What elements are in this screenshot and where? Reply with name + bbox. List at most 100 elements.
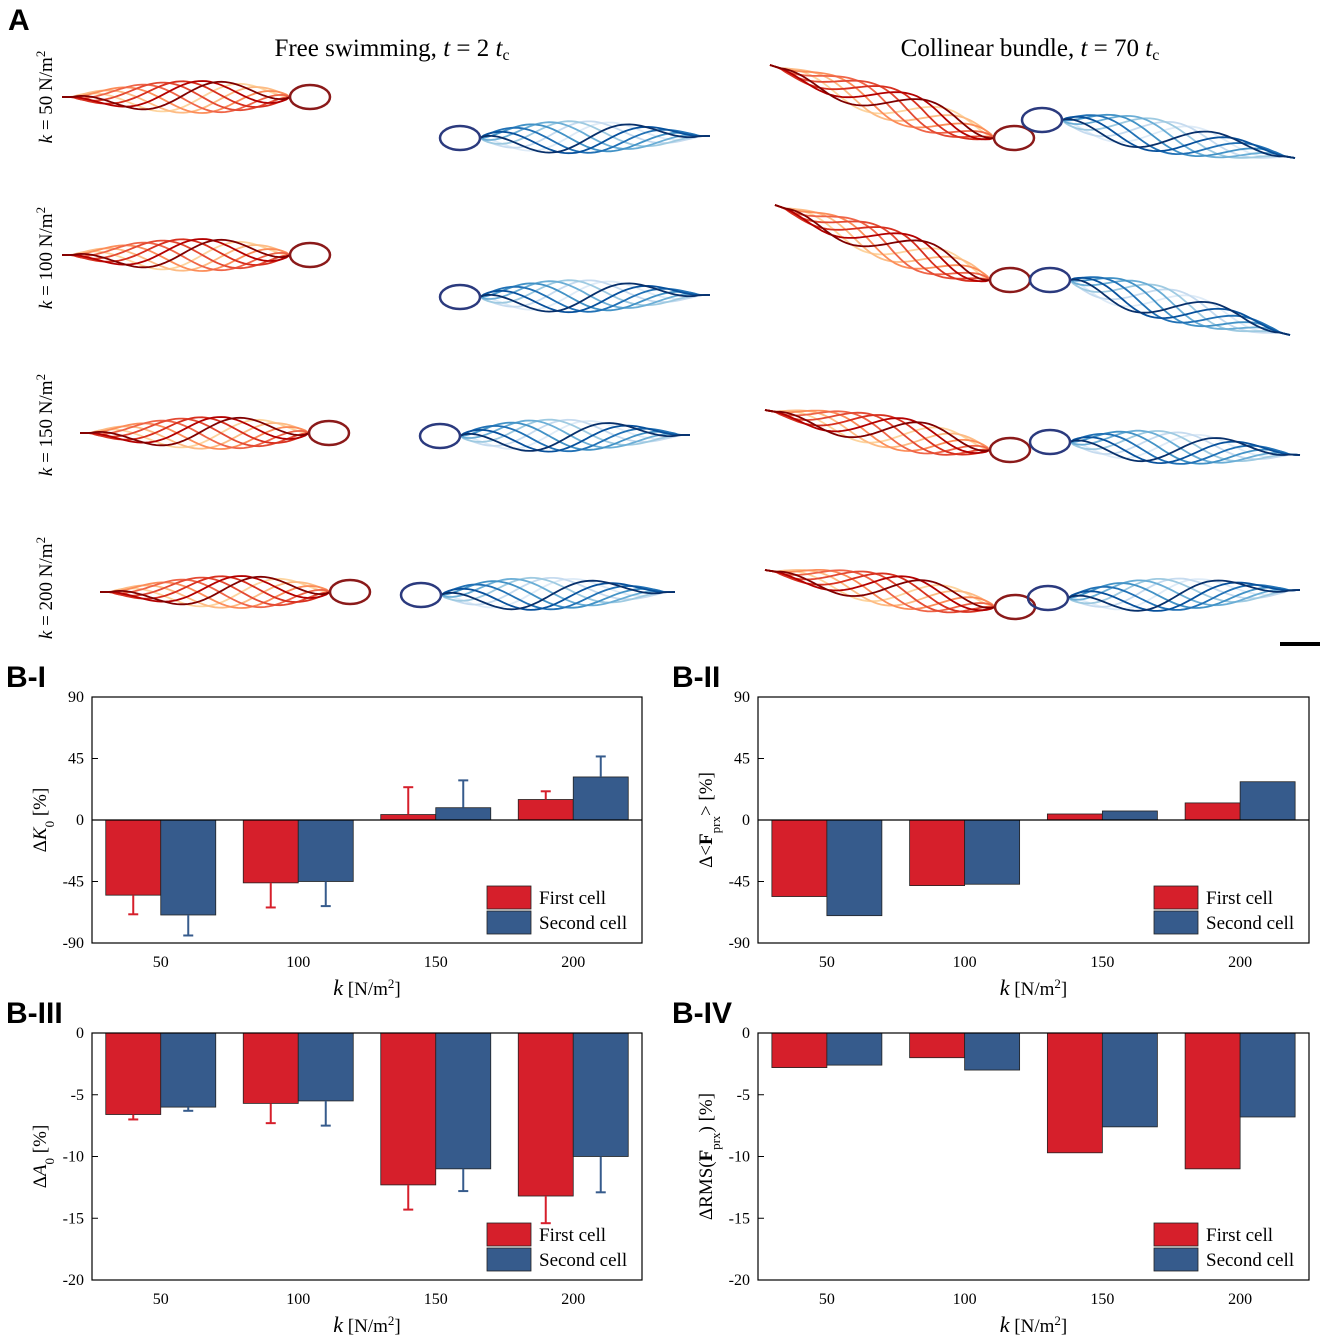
flagellum [1067, 581, 1301, 612]
y-tick-label: 0 [742, 1025, 750, 1042]
flagellum [62, 80, 291, 111]
x-tick-label: 50 [153, 1291, 169, 1308]
flagellum [440, 579, 676, 611]
flagellum [100, 577, 331, 608]
text: 2 [33, 207, 48, 214]
bar [1046, 813, 1103, 821]
cell-body [1028, 428, 1072, 456]
error-bar [265, 1103, 276, 1125]
bar [1046, 1032, 1103, 1154]
text: 2 [1054, 1313, 1061, 1328]
text: [N/m [343, 979, 388, 1000]
flagellum [62, 81, 291, 112]
x-tick-label: 200 [561, 1291, 585, 1308]
x-axis-label: k [N/m2] [333, 1312, 400, 1337]
legend-label: Second cell [1206, 1250, 1294, 1271]
x-tick-label: 100 [953, 954, 977, 971]
flagellum [479, 125, 710, 155]
text: t [1080, 35, 1088, 62]
error-bar [403, 786, 414, 815]
y-tick-label: 45 [734, 751, 750, 768]
column-title: Collinear bundle, t = 70 tc [901, 35, 1160, 64]
flagellum [479, 123, 710, 153]
cell-body [988, 266, 1032, 294]
error-bar [320, 881, 331, 908]
cell-body [988, 436, 1032, 464]
flagellum [80, 416, 310, 444]
bar [435, 807, 492, 821]
text: k [36, 467, 57, 476]
bar [1184, 802, 1241, 821]
text: ΔRMS( [696, 1161, 717, 1220]
y-tick-label: -45 [63, 874, 84, 891]
flagellum [764, 409, 991, 454]
flagellum [62, 82, 291, 113]
y-tick-label: 0 [76, 812, 84, 829]
flagellum [479, 120, 710, 148]
flagellum [479, 282, 710, 312]
y-tick-label: -20 [63, 1272, 84, 1289]
bar [771, 1032, 828, 1068]
legend-label: Second cell [539, 913, 627, 934]
flagellum [1069, 278, 1291, 336]
flagellum [1069, 430, 1301, 465]
flagellum [1069, 279, 1291, 336]
error-bar [595, 1156, 606, 1194]
legend-swatch [486, 885, 532, 910]
bar [242, 1032, 299, 1104]
flagellum [479, 280, 710, 311]
flagellum [769, 64, 995, 139]
y-tick-label: -15 [63, 1210, 84, 1227]
y-tick-label: 45 [68, 751, 84, 768]
x-tick-label: 150 [424, 954, 448, 971]
text: = 2 [450, 35, 495, 62]
panel-label: B-II [672, 661, 720, 694]
text: Δ [30, 1176, 51, 1188]
axes-frame [757, 696, 1310, 944]
y-tick-label: -15 [729, 1210, 750, 1227]
flagellum [80, 422, 310, 450]
cell-body [399, 581, 443, 609]
x-tick-label: 100 [953, 1291, 977, 1308]
panel-label: A [8, 4, 30, 37]
legend-label: First cell [539, 888, 606, 909]
y-axis-label: ΔA0 [%] [30, 1125, 57, 1189]
bar [160, 1032, 217, 1108]
text: k [333, 975, 344, 1000]
text: t [1145, 35, 1153, 62]
x-tick-label: 100 [286, 1291, 310, 1308]
axes-frame [91, 696, 643, 944]
flagellum [1069, 277, 1291, 336]
text: [%] [30, 788, 51, 821]
flagellum [769, 64, 995, 140]
bar [1184, 1032, 1241, 1170]
text: F [696, 1150, 717, 1162]
row-label: k = 100 N/m2 [33, 207, 58, 309]
bar [964, 819, 1021, 885]
error-bar [265, 882, 276, 909]
bar [826, 1032, 883, 1066]
text: Δ< [696, 845, 717, 868]
text: = 150 N/m [36, 380, 57, 467]
flagellum [1067, 578, 1301, 605]
flagellum [1069, 433, 1301, 460]
text: ) [%] [696, 1093, 717, 1133]
flagellum [774, 204, 991, 281]
bar [826, 819, 883, 917]
text: k [333, 1312, 344, 1337]
flagellum [764, 569, 996, 609]
flagellum [62, 239, 291, 270]
bar [380, 814, 437, 821]
x-tick-label: 50 [153, 954, 169, 971]
row-label: k = 50 N/m2 [33, 51, 58, 144]
text: 2 [1054, 976, 1061, 991]
legend-swatch [1153, 910, 1199, 935]
flagellum [769, 64, 995, 139]
flagellum [1069, 429, 1301, 464]
flagellum [80, 419, 310, 450]
flagellum [100, 575, 331, 603]
x-axis-label: k [N/m2] [1000, 975, 1067, 1000]
y-tick-label: 90 [68, 689, 84, 706]
